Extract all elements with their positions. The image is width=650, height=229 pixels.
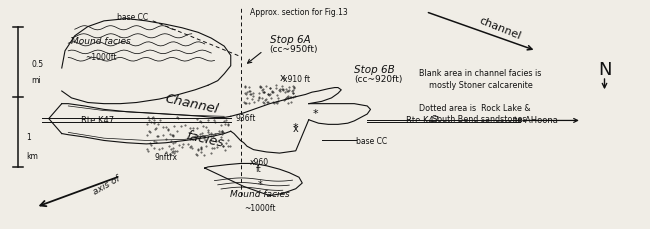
Text: 936ft: 936ft [236, 113, 256, 123]
Text: Mound facies: Mound facies [230, 189, 290, 198]
Text: (cc~920ft): (cc~920ft) [354, 74, 402, 84]
Text: Blank area in channel facies is: Blank area in channel facies is [419, 69, 541, 78]
Text: Stop 6A: Stop 6A [270, 35, 311, 45]
Text: facies: facies [185, 128, 225, 149]
Text: ft: ft [255, 164, 261, 173]
Text: *: * [257, 179, 263, 189]
Text: 9nftrx: 9nftrx [155, 152, 177, 161]
Text: Channel: Channel [164, 92, 220, 116]
Text: Rte K47: Rte K47 [406, 116, 439, 125]
Text: Stop 6B: Stop 6B [354, 65, 395, 75]
Text: ~1000ft: ~1000ft [244, 203, 276, 212]
Text: Mound facies: Mound facies [71, 37, 131, 46]
Text: channel: channel [478, 16, 523, 41]
Text: axis of: axis of [91, 173, 121, 196]
Text: x910 ft: x910 ft [283, 74, 310, 84]
Text: base CC: base CC [356, 136, 387, 145]
Text: ~1000ft: ~1000ft [85, 53, 116, 62]
Text: (cc~950ft): (cc~950ft) [270, 45, 318, 54]
Text: mostly Stoner calcarenite: mostly Stoner calcarenite [429, 80, 533, 89]
Text: Approx. section for Fig.13: Approx. section for Fig.13 [250, 8, 348, 17]
Text: *: * [313, 108, 318, 118]
Text: x960: x960 [250, 157, 269, 166]
Text: x: x [293, 123, 298, 133]
Text: mi: mi [31, 76, 41, 85]
Text: to AHoona: to AHoona [514, 116, 558, 125]
Text: *: * [293, 122, 298, 132]
Text: Rte K47: Rte K47 [81, 116, 114, 125]
Text: Dotted area is  Rock Lake &: Dotted area is Rock Lake & [419, 103, 531, 112]
Text: km: km [26, 151, 38, 160]
Text: South Bend sandstones: South Bend sandstones [432, 114, 526, 124]
Text: 1: 1 [26, 133, 31, 142]
Text: 0.5: 0.5 [31, 60, 44, 69]
Text: x: x [280, 73, 285, 83]
Text: base CC: base CC [117, 13, 148, 22]
Text: N: N [598, 61, 611, 79]
